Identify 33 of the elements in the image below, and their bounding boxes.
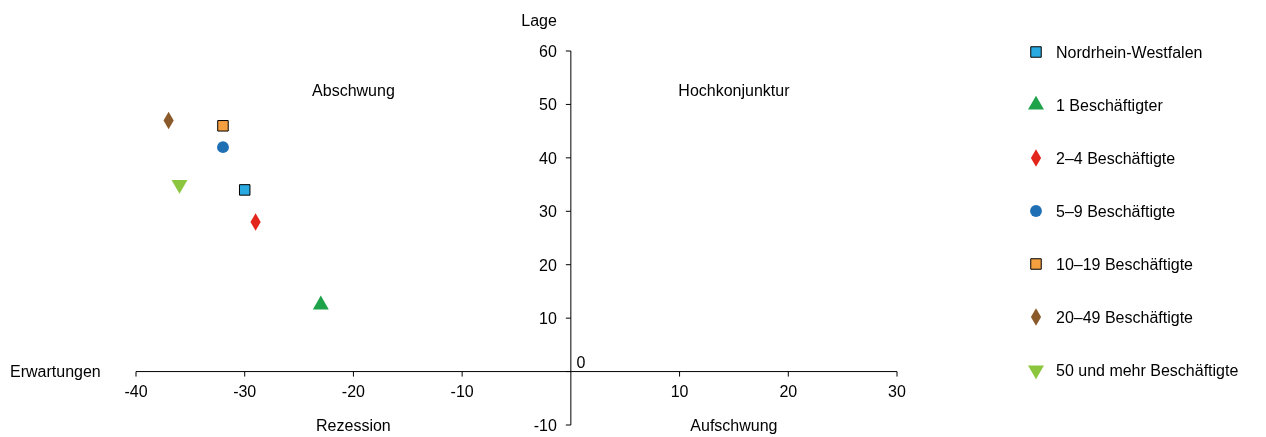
annotation: Hochkonjunktur [678, 82, 791, 99]
x-tick-label: 20 [779, 382, 798, 400]
point [238, 184, 251, 196]
y-tick-label: 30 [539, 203, 557, 221]
point [312, 295, 329, 310]
y-axis-title: Lage [521, 12, 557, 29]
annotation: Aufschwung [690, 417, 778, 434]
point [217, 141, 229, 154]
point [217, 120, 229, 132]
legend-label: 2–4 Beschäftigte [1056, 150, 1176, 167]
x-tick-label: -30 [233, 382, 257, 400]
annotation: Abschwung [312, 82, 395, 99]
x-tick-label: 30 [888, 382, 906, 400]
y-tick-label: 20 [539, 256, 557, 274]
legend-label: 1 Beschäftigter [1056, 97, 1164, 114]
y-tick-label: 50 [539, 96, 557, 114]
x-axis-title: Erwartungen [10, 363, 101, 381]
y-tick-label: -10 [533, 417, 557, 434]
x-tick-label: 10 [670, 382, 689, 400]
annotation: Rezession [316, 417, 391, 434]
legend-label: 50 und mehr Beschäftigte [1056, 362, 1239, 379]
legend-label: 20–49 Beschäftigte [1056, 309, 1194, 326]
legend-label: 10–19 Beschäftigte [1056, 256, 1194, 273]
x-tick-label: -20 [341, 382, 366, 400]
y-tick-label: 40 [539, 149, 557, 167]
legend-label: 5–9 Beschäftigte [1056, 203, 1176, 220]
point [171, 179, 188, 194]
y-tick-label: 10 [539, 310, 557, 328]
annotation: 0 [576, 353, 586, 371]
legend-label: Nordrhein-Westfalen [1056, 44, 1203, 61]
y-tick-label: 60 [539, 43, 557, 60]
x-tick-label: -40 [124, 382, 148, 400]
x-tick-label: -10 [450, 382, 474, 400]
